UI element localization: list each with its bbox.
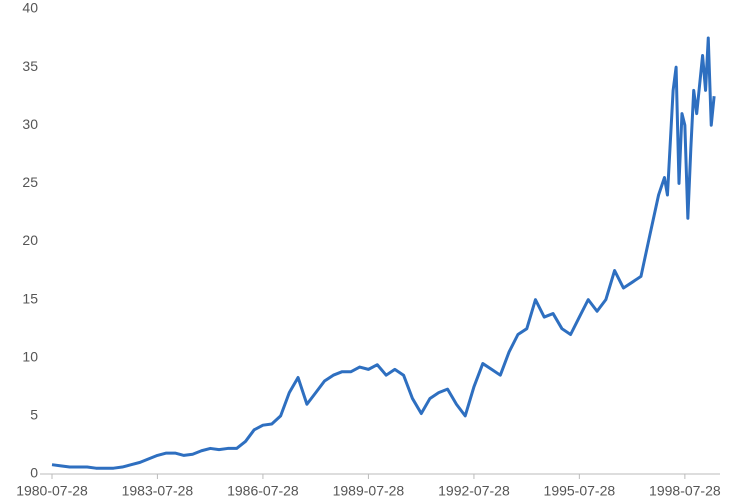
y-tick-label: 15 bbox=[22, 290, 38, 306]
x-tick-label: 1980-07-28 bbox=[16, 483, 88, 499]
y-tick-label: 40 bbox=[22, 0, 38, 16]
x-tick-label: 1998-07-28 bbox=[649, 483, 721, 499]
y-tick-label: 20 bbox=[22, 232, 38, 248]
x-tick-label: 1995-07-28 bbox=[544, 483, 616, 499]
line-series bbox=[51, 36, 716, 470]
y-tick-label: 10 bbox=[22, 348, 38, 364]
x-tick-label: 1986-07-28 bbox=[227, 483, 299, 499]
y-tick-label: 35 bbox=[22, 58, 38, 74]
x-tick-label: 1989-07-28 bbox=[333, 483, 405, 499]
y-tick-label: 5 bbox=[30, 407, 38, 423]
x-tick-label: 1992-07-28 bbox=[438, 483, 510, 499]
y-tick-label: 30 bbox=[22, 116, 38, 132]
y-tick-label: 25 bbox=[22, 174, 38, 190]
x-tick-label: 1983-07-28 bbox=[122, 483, 194, 499]
y-tick-label: 0 bbox=[30, 465, 38, 481]
